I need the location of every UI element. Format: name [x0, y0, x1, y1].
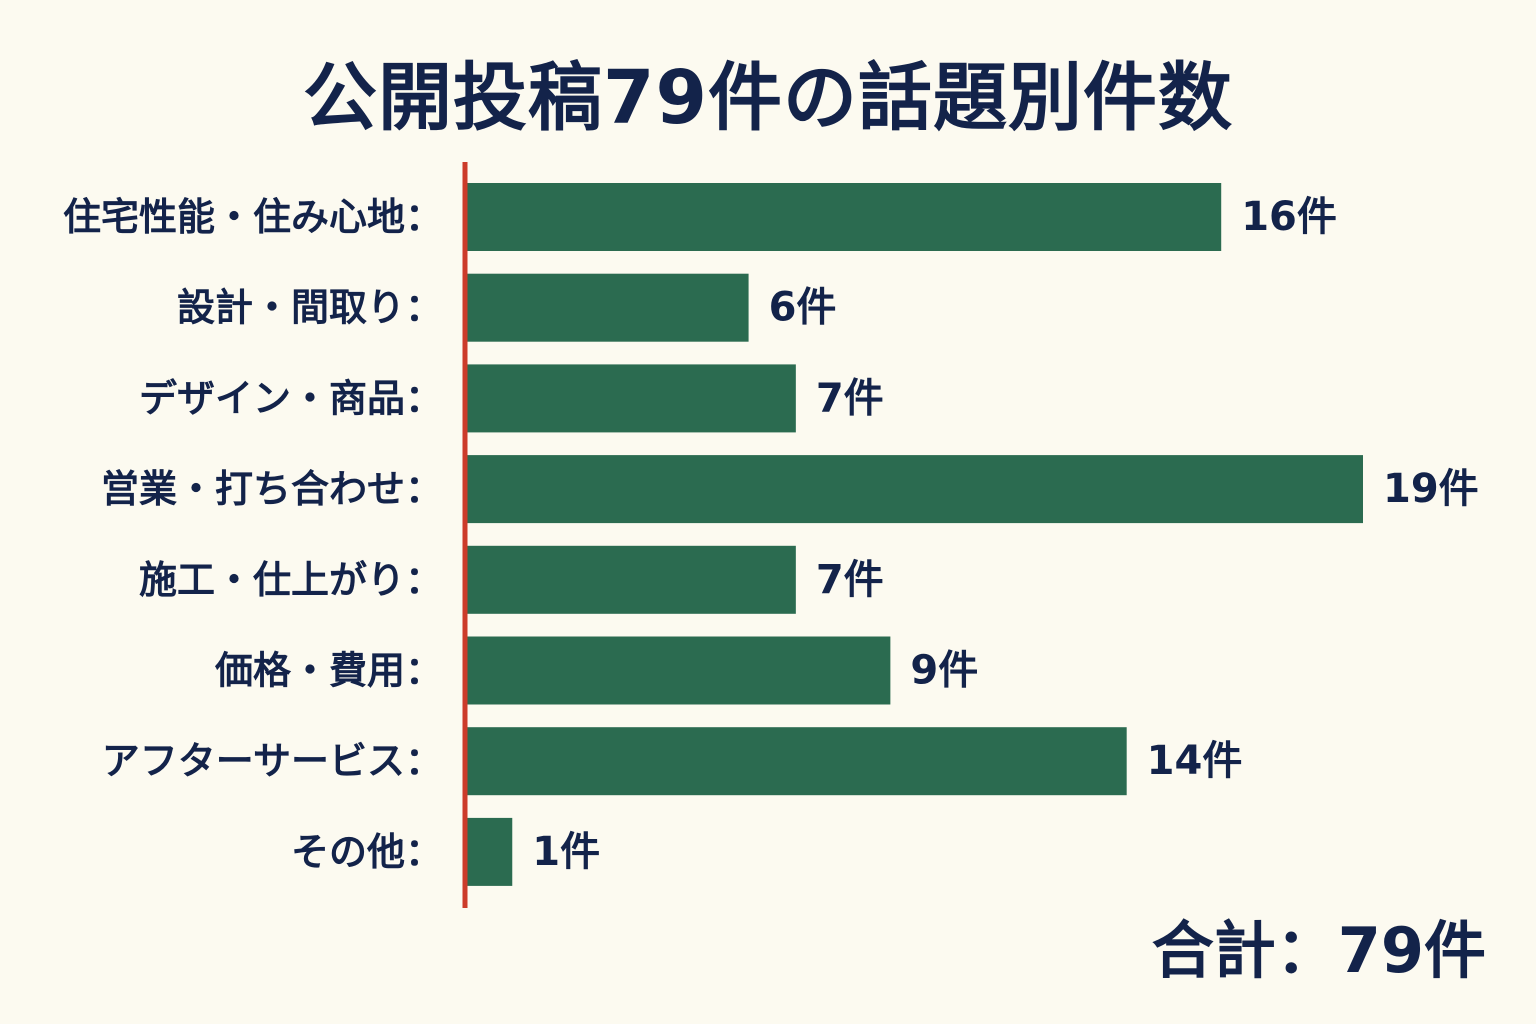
category-label: アフターサービス： — [102, 739, 443, 783]
total-label: 合計：79件 — [1151, 914, 1486, 987]
data-label: 1件 — [532, 829, 600, 875]
category-label: 住宅性能・住み心地： — [63, 195, 443, 239]
bar — [465, 273, 749, 342]
data-label: 14件 — [1147, 738, 1243, 784]
bar — [465, 727, 1127, 796]
category-label: その他： — [291, 830, 443, 874]
category-label: 施工・仕上がり： — [139, 558, 443, 602]
bar — [465, 364, 796, 433]
bar — [465, 183, 1222, 251]
chart-title: 公開投稿79件の話題別件数 — [303, 55, 1233, 141]
bar — [465, 817, 513, 886]
category-label: 営業・打ち合わせ： — [101, 467, 443, 511]
category-label: 価格・費用： — [214, 649, 443, 693]
bar — [465, 545, 796, 614]
data-label: 6件 — [769, 285, 837, 331]
data-label: 19件 — [1383, 466, 1479, 512]
category-label: デザイン・商品： — [139, 376, 443, 420]
category-label: 設計・間取り： — [177, 286, 443, 330]
data-label: 9件 — [910, 648, 978, 694]
bar — [465, 455, 1363, 524]
data-label: 16件 — [1241, 194, 1337, 240]
data-label: 7件 — [816, 557, 884, 603]
bar — [465, 636, 891, 705]
data-label: 7件 — [816, 375, 884, 421]
